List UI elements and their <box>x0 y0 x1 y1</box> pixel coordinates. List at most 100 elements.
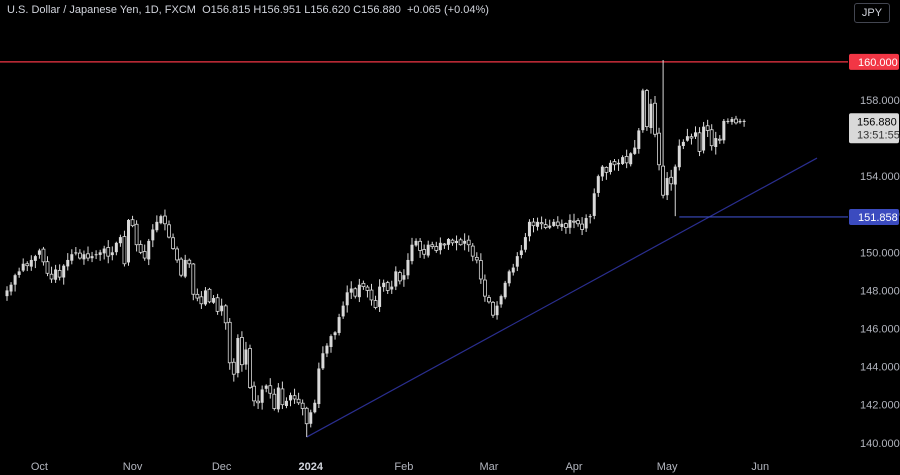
candle <box>702 121 706 154</box>
price-tick-label: 140.000 <box>860 438 900 450</box>
time-tick-label: 2024 <box>299 461 324 473</box>
candle <box>466 235 471 252</box>
candle <box>239 331 244 372</box>
candle-body <box>503 282 507 298</box>
candle <box>45 256 50 277</box>
candle <box>345 285 349 313</box>
candle <box>317 362 321 409</box>
candle <box>543 218 548 230</box>
candle-body <box>122 236 127 265</box>
candle-body <box>13 275 17 285</box>
candle <box>385 280 390 294</box>
price-axis[interactable]: 140.000 142.000 144.000 146.000 148.000 150.0… <box>849 53 900 450</box>
candle-body <box>98 252 102 255</box>
candle-body <box>175 248 180 261</box>
candle-body <box>280 388 285 406</box>
countdown-label: 13:51:55 <box>857 129 900 141</box>
candle <box>296 392 301 405</box>
candle <box>596 174 600 197</box>
candle <box>624 149 629 169</box>
candle-body <box>717 138 722 141</box>
candle <box>138 240 143 255</box>
candle <box>714 131 718 155</box>
candle-body <box>531 221 536 227</box>
candle <box>33 254 37 269</box>
price-tick-label: 142.000 <box>860 400 900 412</box>
candle-body <box>495 305 499 316</box>
candle <box>284 397 288 409</box>
candle-body <box>110 252 114 256</box>
candle <box>341 301 345 319</box>
candle-body <box>697 132 702 152</box>
candle-body <box>187 259 192 265</box>
candle <box>70 249 74 265</box>
candle-body <box>78 252 82 259</box>
candle-body <box>378 286 382 307</box>
candle <box>600 165 604 181</box>
candle <box>268 378 273 399</box>
candle <box>617 159 621 171</box>
price-tick-label: 144.000 <box>860 362 900 374</box>
candle-body <box>507 271 511 284</box>
candle <box>539 216 544 230</box>
candle-body <box>373 300 378 308</box>
support-tag-label: 151.858 <box>858 212 898 224</box>
candle-body <box>203 290 207 305</box>
candle <box>394 266 398 291</box>
candle-body <box>491 301 495 316</box>
candle <box>9 282 13 296</box>
candle-body <box>155 221 159 231</box>
candle <box>309 409 313 428</box>
candle <box>94 250 98 260</box>
candle <box>110 246 114 261</box>
candle <box>98 249 102 261</box>
candle <box>455 235 459 251</box>
candle <box>382 279 386 292</box>
candle-body <box>450 239 455 244</box>
candle <box>645 88 649 131</box>
candle-body <box>62 265 66 278</box>
candle <box>313 399 317 414</box>
candle <box>333 331 337 340</box>
candle <box>450 238 455 246</box>
time-tick-label: Dec <box>212 461 232 473</box>
candle <box>321 346 325 370</box>
candle <box>705 119 710 137</box>
candle <box>122 230 127 267</box>
candle <box>584 214 588 232</box>
candle <box>463 233 467 251</box>
candle-body <box>621 157 625 164</box>
candle-body <box>649 103 653 128</box>
candle <box>155 215 159 233</box>
candle <box>641 88 645 133</box>
currency-button[interactable]: JPY <box>854 3 890 23</box>
candle <box>167 220 171 239</box>
candle <box>74 247 78 256</box>
candle-body <box>151 229 155 241</box>
candle-body <box>138 244 143 253</box>
candle <box>531 218 536 233</box>
current-price-tag <box>849 113 899 144</box>
candle <box>515 252 519 272</box>
candle-body <box>353 288 358 297</box>
candle-body <box>487 297 491 303</box>
candle-body <box>560 223 564 228</box>
candle-body <box>296 398 301 404</box>
plot-area <box>0 59 848 438</box>
candle <box>195 288 200 302</box>
candle-body <box>365 286 370 291</box>
candle-body <box>596 176 600 193</box>
candle <box>114 241 118 256</box>
candle-body <box>645 90 649 128</box>
candle <box>689 133 694 145</box>
candle-body <box>580 223 584 230</box>
candle-body <box>446 239 450 245</box>
candle <box>86 246 90 262</box>
candle <box>37 248 41 259</box>
candle <box>17 267 21 278</box>
candle-body <box>600 166 604 177</box>
time-axis[interactable]: Oct Nov Dec 2024 Feb Mar Apr May Jun <box>31 461 769 473</box>
candle-body <box>341 305 345 317</box>
candle <box>677 139 681 171</box>
